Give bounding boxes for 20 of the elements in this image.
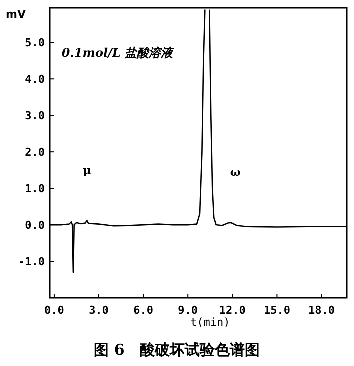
y-axis-title: mV xyxy=(6,8,26,21)
x-tick-label: 9.0 xyxy=(178,304,198,317)
x-tick-label: 15.0 xyxy=(264,304,290,317)
x-tick-label: 6.0 xyxy=(134,304,154,317)
annotation: μ xyxy=(83,164,92,177)
y-tick-label: 4.0 xyxy=(25,73,45,86)
annotation: 0.1mol/L 盐酸溶液 xyxy=(62,46,176,60)
y-tick-label: 2.0 xyxy=(25,146,45,160)
text: 图 6 酸破坏试验色谱图 xyxy=(94,341,260,359)
y-tick-label: 1.0 xyxy=(25,182,45,196)
y-tick-label: -1.0 xyxy=(18,256,45,269)
y-tick-label: 5.0 xyxy=(25,36,45,50)
x-tick-label: 0.0 xyxy=(44,304,64,317)
y-tick-label: 3.0 xyxy=(25,110,45,123)
y-tick-label: 0.0 xyxy=(25,219,45,232)
x-tick-label: 12.0 xyxy=(219,304,246,317)
x-tick-label: 18.0 xyxy=(308,304,336,317)
x-axis-title: t(min) xyxy=(190,316,230,329)
annotation: ω xyxy=(230,166,242,179)
x-tick-label: 3.0 xyxy=(89,304,109,317)
